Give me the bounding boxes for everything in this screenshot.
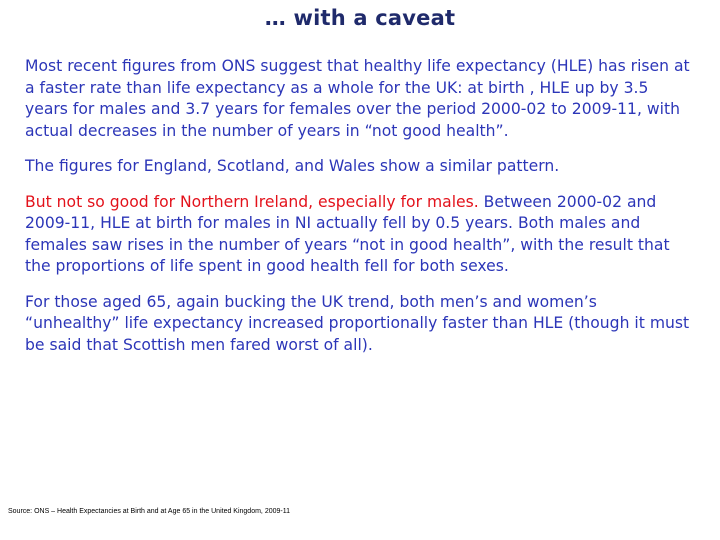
slide-title: … with a caveat	[264, 6, 456, 30]
highlight-northern-ireland: But not so good for Northern Ireland, es…	[25, 192, 479, 211]
paragraph-home-nations: The figures for England, Scotland, and W…	[25, 157, 560, 175]
source-note: Source: ONS – Health Expectancies at Bir…	[8, 508, 290, 515]
paragraph-aged-65: For those aged 65, again bucking the UK …	[25, 292, 690, 354]
slide-body: Most recent figures from ONS suggest tha…	[25, 56, 695, 370]
paragraph-hle-uk: Most recent figures from ONS suggest tha…	[25, 57, 690, 140]
paragraph-northern-ireland-detail: Between 2000-02 and 2009-11, HLE at birt…	[25, 192, 670, 276]
paragraph-northern-ireland: But not so good for Northern Ireland, es…	[25, 192, 695, 278]
